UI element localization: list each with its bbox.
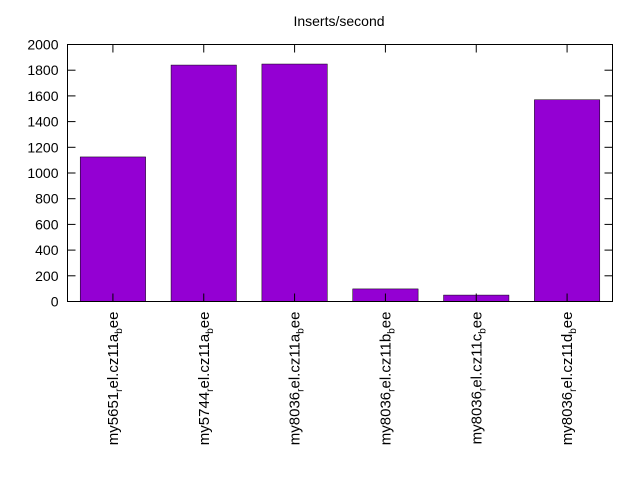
bar <box>261 63 328 302</box>
bar <box>170 64 237 302</box>
x-tick-label: my8036rel.cz11bbee <box>377 312 397 446</box>
bar <box>79 156 146 302</box>
y-axis: 0 200 400 600 800 1000 1200 1400 1600 1800 2000 <box>27 37 613 310</box>
x-tick-label: my8036rel.cz11cbee <box>468 312 488 445</box>
y-tick-label: 1000 <box>27 165 58 181</box>
y-tick-label: 1800 <box>27 62 58 78</box>
bar <box>534 99 601 302</box>
x-tick-label: my5651rel.cz11abee <box>105 312 125 446</box>
y-tick-label: 200 <box>35 268 59 284</box>
x-tick-label: my8036rel.cz11dbee <box>559 312 579 446</box>
bars-group <box>79 63 601 302</box>
y-tick-label: 400 <box>35 242 59 258</box>
y-tick-label: 800 <box>35 191 59 207</box>
y-tick-label: 1400 <box>27 114 58 130</box>
plot-frame <box>67 44 613 302</box>
y-tick-label: 1600 <box>27 88 58 104</box>
x-tick-label: my8036rel.cz11abee <box>287 312 307 446</box>
y-tick-label: 1200 <box>27 139 58 155</box>
y-tick-label: 2000 <box>27 37 58 53</box>
y-tick-label: 600 <box>35 216 59 232</box>
x-tick-label: my5744rel.cz11abee <box>196 312 216 446</box>
y-tick-label: 0 <box>51 294 59 310</box>
x-axis: my5651rel.cz11abee my5744rel.cz11abee my80… <box>105 44 579 446</box>
chart-title: Inserts/second <box>293 13 384 29</box>
